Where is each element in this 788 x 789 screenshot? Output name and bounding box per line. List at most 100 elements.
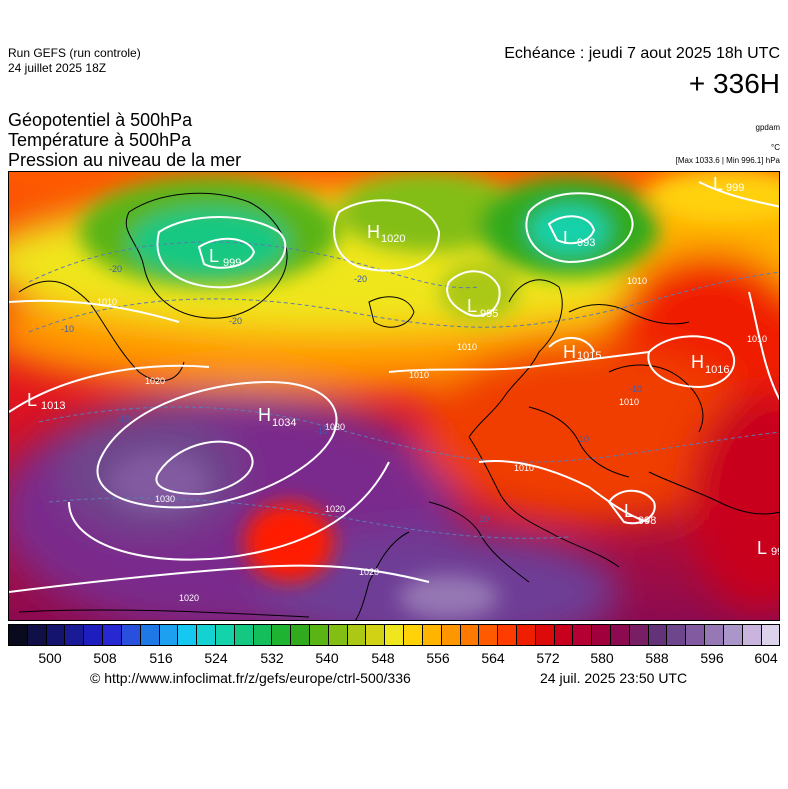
svg-text:H: H [258, 405, 271, 425]
colorbar-swatch [535, 625, 555, 645]
coastlines [18, 192, 779, 620]
temperature-label: -20 [109, 264, 122, 274]
source-credit: © http://www.infoclimat.fr/z/gefs/europe… [90, 670, 411, 686]
svg-text:993: 993 [577, 237, 595, 249]
high-baltic: H 1015 [563, 342, 601, 362]
colorbar-swatch [761, 625, 780, 645]
temperature-label: -10 [315, 426, 328, 436]
isobar-label: 1010 [457, 342, 477, 352]
svg-text:995: 995 [480, 308, 498, 320]
svg-text:L: L [624, 501, 634, 521]
isobar-label: 1020 [325, 504, 345, 514]
high-azores: H 1034 [258, 405, 296, 429]
colorbar-swatch [159, 625, 179, 645]
isobar-label: 1010 [747, 334, 767, 344]
param-temperature: Température à 500hPa [8, 130, 192, 150]
temperature-label: -10 [629, 384, 642, 394]
low-turkey: L 998 [624, 501, 656, 527]
colorbar-label: 508 [93, 650, 117, 666]
colorbar-label: 500 [38, 650, 62, 666]
run-date: 24 juillet 2025 18Z [8, 61, 107, 75]
map-svg: 1010 1020 1030 1020 1010 1030 1010 1020 … [9, 172, 780, 620]
low-barents: L 993 [563, 228, 595, 249]
colorbar-swatch [592, 625, 611, 645]
isobar-label: 1010 [409, 370, 429, 380]
weather-map: 1010 1020 1030 1020 1010 1030 1010 1020 … [8, 171, 780, 621]
colorbar-swatch [310, 625, 329, 645]
high-russia: H 1016 [691, 352, 729, 376]
colorbar-label: 580 [590, 650, 614, 666]
svg-text:1034: 1034 [272, 417, 296, 429]
forecast-valid-time: Echéance : jeudi 7 aout 2025 18h UTC [504, 45, 780, 62]
low-norway: L 995 [467, 296, 498, 320]
svg-text:H: H [691, 352, 704, 372]
colorbar-swatch [705, 625, 724, 645]
colorbar-swatch [479, 625, 499, 645]
svg-text:1015: 1015 [577, 350, 601, 362]
colorbar-swatch [84, 625, 104, 645]
colorbar-swatch [234, 625, 254, 645]
svg-text:L: L [757, 538, 767, 558]
colorbar-label: 604 [754, 650, 778, 666]
colorbar-swatch [611, 625, 630, 645]
svg-text:L: L [467, 296, 477, 316]
isobar-labels: 1010 1020 1030 1020 1010 1030 1010 1020 … [97, 276, 767, 603]
forecast-horizon: + 336H [688, 68, 780, 99]
svg-text:99: 99 [771, 546, 780, 558]
unit-pressure-range: [Max 1033.6 | Min 996.1] hPa [675, 156, 780, 165]
isobar-label: 1010 [97, 297, 117, 307]
svg-text:L: L [563, 228, 573, 248]
colorbar-swatch [27, 625, 47, 645]
colorbar-label: 564 [481, 650, 505, 666]
colorbar-swatch [686, 625, 706, 645]
colorbar-swatch [629, 625, 649, 645]
low-west: L 1013 [27, 390, 65, 412]
temperature-isotherms [28, 241, 779, 539]
temperature-label: 10 [579, 434, 589, 444]
colorbar-swatch [554, 625, 574, 645]
colorbar-swatch [667, 625, 687, 645]
svg-text:H: H [367, 222, 380, 242]
temperature-label: -20 [354, 274, 367, 284]
colorbar-swatch [140, 625, 160, 645]
colorbar-swatch [460, 625, 480, 645]
colorbar-label: 556 [426, 650, 450, 666]
temperature-label: -10 [61, 324, 74, 334]
isobar-label: 1030 [325, 422, 345, 432]
low-northeast: L 999 [713, 174, 744, 194]
isobar-label: 1020 [145, 376, 165, 386]
temperature-label: -20 [229, 316, 242, 326]
colorbar-label: 524 [204, 650, 228, 666]
svg-text:999: 999 [223, 257, 241, 269]
colorbar-swatch [422, 625, 442, 645]
colorbar-label: 540 [315, 650, 339, 666]
colorbar-swatch [366, 625, 386, 645]
svg-text:1016: 1016 [705, 364, 729, 376]
svg-text:1013: 1013 [41, 400, 65, 412]
colorbar-swatch [272, 625, 292, 645]
colorbar-swatch [441, 625, 461, 645]
temperature-label: -10 [117, 414, 130, 424]
colorbar-swatch [385, 625, 405, 645]
run-title: Run GEFS (run controle) [8, 46, 141, 60]
colorbar-swatch [253, 625, 273, 645]
colorbar-label: 596 [700, 650, 724, 666]
isobars [9, 181, 779, 593]
temperature-label: 10 [479, 514, 489, 524]
colorbar-swatch [9, 625, 28, 645]
colorbar-swatch [347, 625, 367, 645]
svg-text:998: 998 [638, 515, 656, 527]
isobar-label: 1020 [179, 593, 199, 603]
colorbar-swatch [46, 625, 66, 645]
unit-temperature: °C [771, 143, 780, 152]
colorbar-swatch [516, 625, 536, 645]
temperature-labels: -20 -20 -20 -10 -10 -10 -10 10 10 [61, 264, 642, 524]
colorbar-label: 548 [371, 650, 395, 666]
isobar-label: 1010 [619, 397, 639, 407]
svg-text:L: L [713, 174, 723, 194]
unit-geopotential: gpdam [755, 123, 780, 132]
colorbar-label: 532 [260, 650, 284, 666]
low-greenland: L 999 [209, 246, 241, 269]
colorbar-swatch [498, 625, 517, 645]
